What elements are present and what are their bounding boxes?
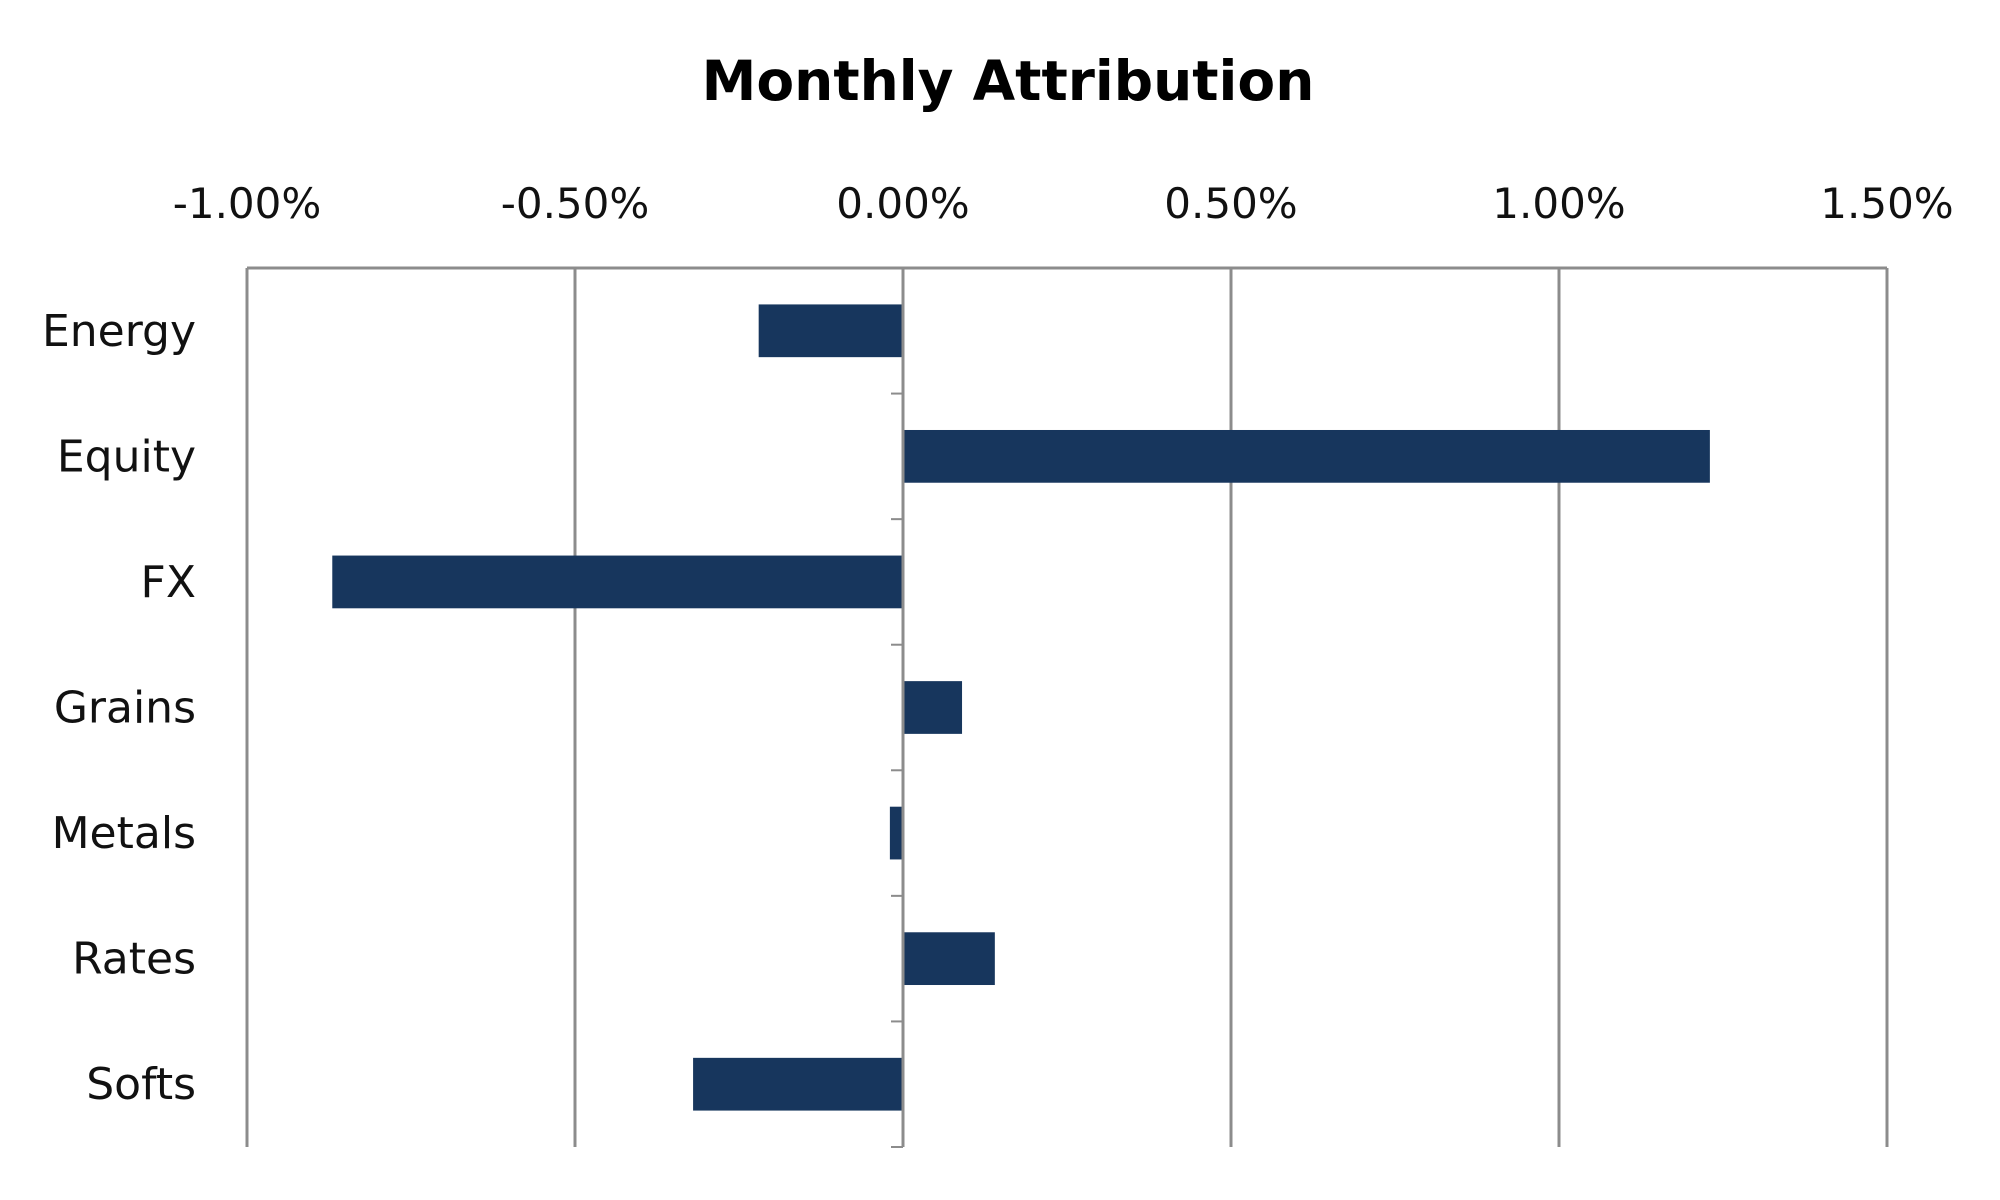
category-label: Metals <box>52 808 196 859</box>
bars <box>332 304 1710 1111</box>
bar-rates <box>903 932 995 986</box>
bar-energy <box>758 304 903 358</box>
chart-title: Monthly Attribution <box>702 49 1315 113</box>
category-labels: Energy Equity FX Grains Metals Rates Softs <box>42 306 196 1110</box>
bar-softs <box>693 1057 903 1111</box>
x-tick-label: 0.50% <box>1164 179 1297 228</box>
category-axis <box>891 267 905 1148</box>
bar-fx <box>332 555 903 609</box>
x-tick-label: 0.00% <box>836 179 969 228</box>
bar-metals <box>889 806 903 860</box>
gridlines <box>245 266 1889 1147</box>
x-tick-label: 1.50% <box>1820 179 1953 228</box>
x-tick-label: 1.00% <box>1492 179 1625 228</box>
category-label: Equity <box>57 431 196 482</box>
bar-equity <box>903 429 1710 483</box>
category-label: Rates <box>72 934 196 985</box>
x-tick-labels: -1.00% -0.50% 0.00% 0.50% 1.00% 1.50% <box>173 179 1954 228</box>
category-label: FX <box>141 557 196 608</box>
x-tick-label: -0.50% <box>501 179 650 228</box>
category-label: Energy <box>42 306 196 357</box>
bar-grains <box>903 681 963 734</box>
category-label: Grains <box>54 683 196 734</box>
category-label: Softs <box>86 1059 196 1110</box>
x-tick-label: -1.00% <box>173 179 322 228</box>
